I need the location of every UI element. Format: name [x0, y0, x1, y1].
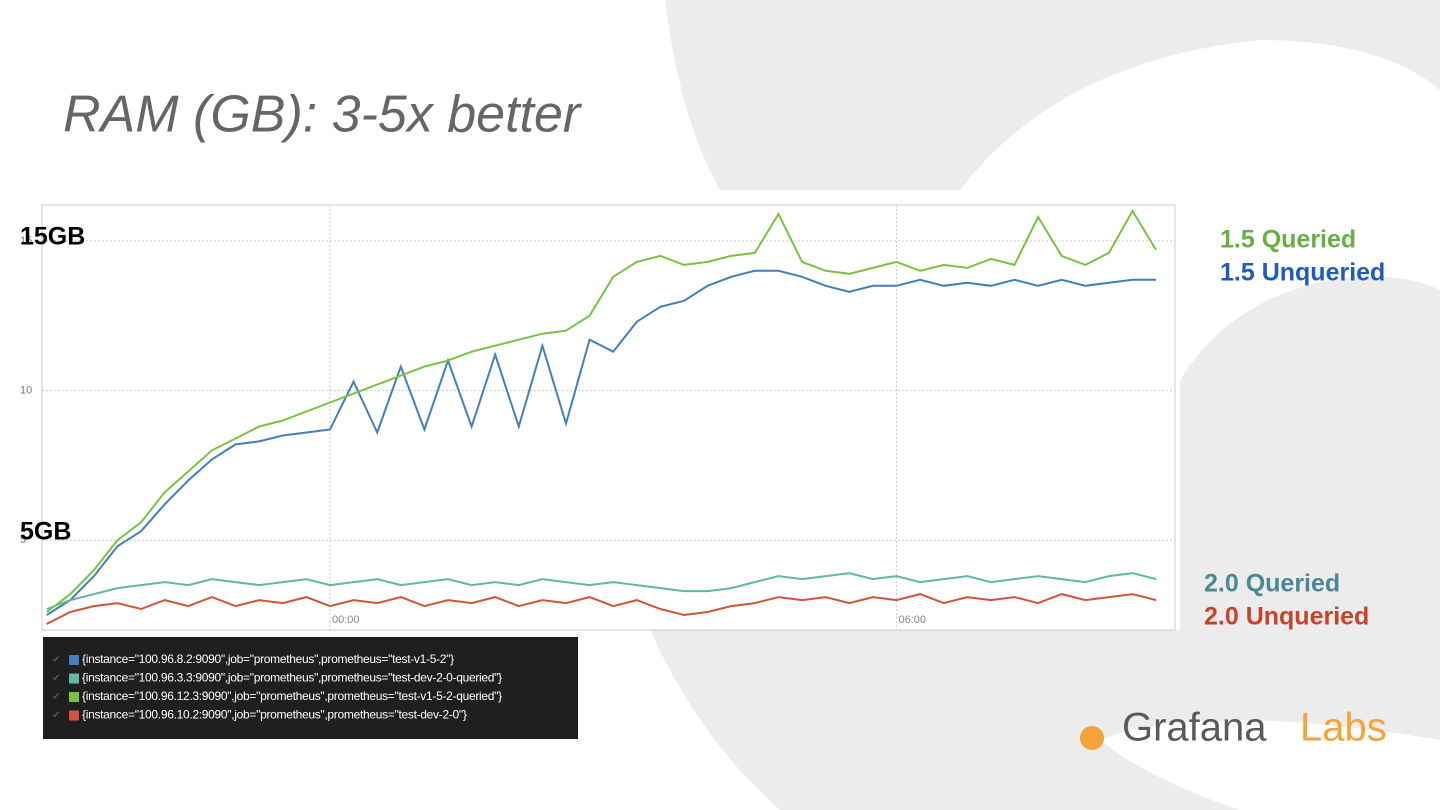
series-line — [46, 269, 1157, 616]
legend-label: {instance="100.96.10.2:9090",job="promet… — [82, 708, 467, 722]
series-label: 2.0 Unqueried — [1204, 603, 1369, 631]
slide-title: RAM (GB): 3-5x better — [63, 86, 583, 144]
logo-shape — [650, 0, 1440, 810]
background-decoration — [650, 0, 1440, 810]
plot-area — [41, 204, 1176, 631]
series-label: 1.5 Unqueried — [1220, 259, 1385, 287]
x-tick-label: 00:00 — [332, 614, 360, 626]
legend-swatch — [69, 710, 79, 721]
series-line — [46, 572, 1157, 610]
series-line — [46, 593, 1157, 625]
y-tick-label: 10 — [20, 384, 32, 396]
axis-annotation: 15GB — [20, 223, 85, 251]
legend-check: ✔ — [52, 692, 60, 703]
legend-label: {instance="100.96.3.3:9090",job="prometh… — [82, 671, 502, 685]
x-tick-label: 06:00 — [898, 614, 926, 626]
legend-label: {instance="100.96.12.3:9090",job="promet… — [82, 689, 502, 703]
legend-check: ✔ — [52, 655, 60, 666]
logo: Grafana Labs — [1080, 706, 1387, 750]
axis-annotation: 5GB — [20, 518, 71, 546]
y-tick-label: 5 — [20, 534, 26, 546]
logo-suffix: Labs — [1300, 706, 1387, 750]
logo-cutout — [1100, 720, 1440, 810]
legend-check: ✔ — [52, 673, 60, 684]
logo-name: Grafana — [1122, 706, 1267, 750]
overlay: 15GB 5GB 1.5 Queried 1.5 Unqueried 2.0 Queri… — [20, 223, 1385, 631]
legend — [43, 637, 578, 739]
legend-items: ✔ {instance="100.96.8.2:9090",job="promet… — [52, 652, 502, 722]
logo-icon — [1080, 726, 1104, 750]
series-line — [46, 209, 1157, 613]
y-tick-label: 15 — [20, 235, 32, 247]
legend-swatch — [69, 655, 79, 665]
series-label: 1.5 Queried — [1220, 226, 1356, 254]
legend-swatch — [69, 673, 79, 684]
legend-label: {instance="100.96.8.2:9090",job="prometh… — [82, 652, 454, 666]
series-label: 2.0 Queried — [1204, 570, 1340, 598]
legend-swatch — [69, 692, 79, 702]
plot: 5 10 15 00:00 06:00 — [20, 205, 1175, 630]
legend-check: ✔ — [52, 710, 60, 721]
